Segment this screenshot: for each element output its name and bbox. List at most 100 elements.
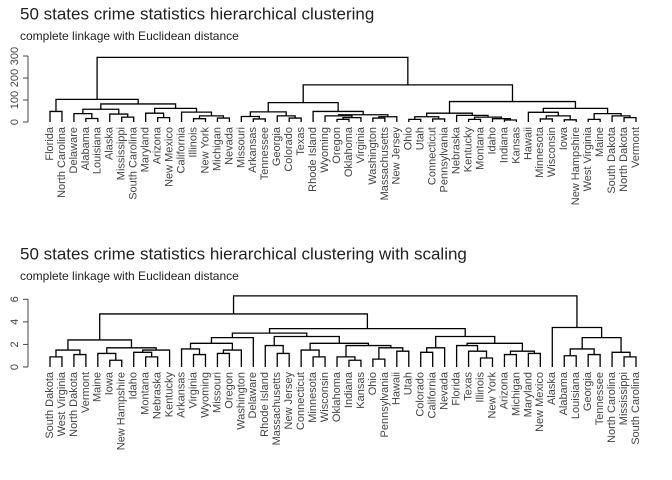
merge-link [503,119,518,122]
merge-link [336,118,350,122]
leaf-label: Rhode Island [307,127,319,192]
leaf-label: Connecticut [295,372,307,430]
leaf-label: Illinois [187,127,199,158]
leaf-label: Oregon [331,127,343,164]
merge-link [623,356,637,367]
leaf-label: Montana [140,371,152,415]
y-tick-label: 100 [9,91,21,109]
merge-link [563,119,577,122]
leaf-label: Minnesota [307,371,319,423]
leaf-label: Pennsylvania [379,371,391,437]
merge-link [396,350,410,367]
merge-link [300,349,320,367]
merge-link [96,56,409,100]
leaf-label: Kansas [355,372,367,409]
y-tick-label: 0 [9,119,21,125]
merge-link [426,347,446,367]
merge-link [551,326,603,367]
leaf-label: Vermont [80,372,92,413]
merge-link [252,118,266,122]
leaf-label: Missouri [211,372,223,413]
chart-title: 50 states crime statistics hierarchical … [20,244,467,263]
merge-link [73,353,87,367]
leaf-label: Maine [594,127,606,157]
leaf-label: Michigan [510,372,522,416]
merge-link [587,353,601,367]
leaf-label: Arkansas [175,372,187,418]
leaf-label: North Carolina [606,371,618,443]
leaf-label: Illinois [474,372,486,403]
merge-link [264,344,284,367]
leaf-label: Maryland [140,127,152,172]
merge-link [55,349,81,357]
merge-link [302,84,514,103]
merge-link [192,353,207,367]
chart-title: 50 states crime statistics hierarchical … [20,4,374,23]
leaf-label: Maine [92,372,104,402]
leaf-label: Pennsylvania [439,126,451,192]
merge-link [569,348,595,356]
leaf-label: Indiana [498,126,510,163]
leaf-label: South Carolina [128,126,140,200]
leaf-label: Indiana [343,371,355,408]
y-tick-label: 4 [9,319,21,325]
leaf-label: Iowa [104,371,116,395]
merge-link [312,110,364,122]
merge-link [372,117,386,122]
merge-link [527,111,559,122]
merge-link [611,351,631,367]
leaf-label: Montana [474,126,486,170]
merge-link [587,118,601,122]
merge-link [479,357,494,367]
y-tick-label: 200 [9,69,21,87]
merge-link [336,356,356,367]
leaf-label: Florida [451,371,463,406]
leaf-label: Georgia [271,126,283,166]
leaf-label: Oregon [223,372,235,409]
leaf-label: Colorado [283,127,295,172]
merge-link [539,118,553,122]
leaf-label: West Virginia [582,126,594,191]
leaf-label: South Carolina [630,371,642,445]
y-tick-label: 2 [9,341,21,347]
merge-link [581,337,622,353]
leaf-label: Ohio [403,127,415,150]
merge-link [527,352,541,367]
leaf-label: New York [486,372,498,419]
leaf-label: Arizona [498,371,510,409]
leaf-label: Washington [235,372,247,430]
merge-link [276,352,290,367]
merge-link [73,112,93,122]
leaf-label: California [175,126,187,173]
merge-link [378,347,404,360]
leaf-label: Kansas [510,127,522,164]
leaf-label: New Jersey [283,372,295,430]
leaf-label: New Jersey [391,127,403,185]
leaf-label: Alaska [546,371,558,405]
leaf-label: Louisiana [570,371,582,419]
leaf-label: Alabama [558,371,570,415]
merge-link [466,342,524,352]
merge-link [455,344,479,367]
leaf-label: Rhode Island [259,372,271,437]
merge-link [85,117,99,122]
merge-link [563,355,577,367]
merge-link [273,335,340,346]
leaf-label: Missouri [235,127,247,168]
merge-link [288,117,302,122]
merge-link [156,116,171,122]
leaf-label: Arizona [152,126,164,164]
merge-link [231,332,308,338]
leaf-label: Idaho [128,372,140,400]
leaf-label: Arkansas [247,127,259,173]
leaf-label: Michigan [211,127,223,171]
merge-link [121,116,135,122]
merge-link [372,358,386,367]
merge-link [623,116,637,122]
merge-link [503,353,518,367]
merge-link [216,352,231,367]
y-tick-label: 6 [9,296,21,302]
merge-link [180,348,201,367]
merge-link [467,118,482,122]
leaf-label: Connecticut [427,127,439,185]
